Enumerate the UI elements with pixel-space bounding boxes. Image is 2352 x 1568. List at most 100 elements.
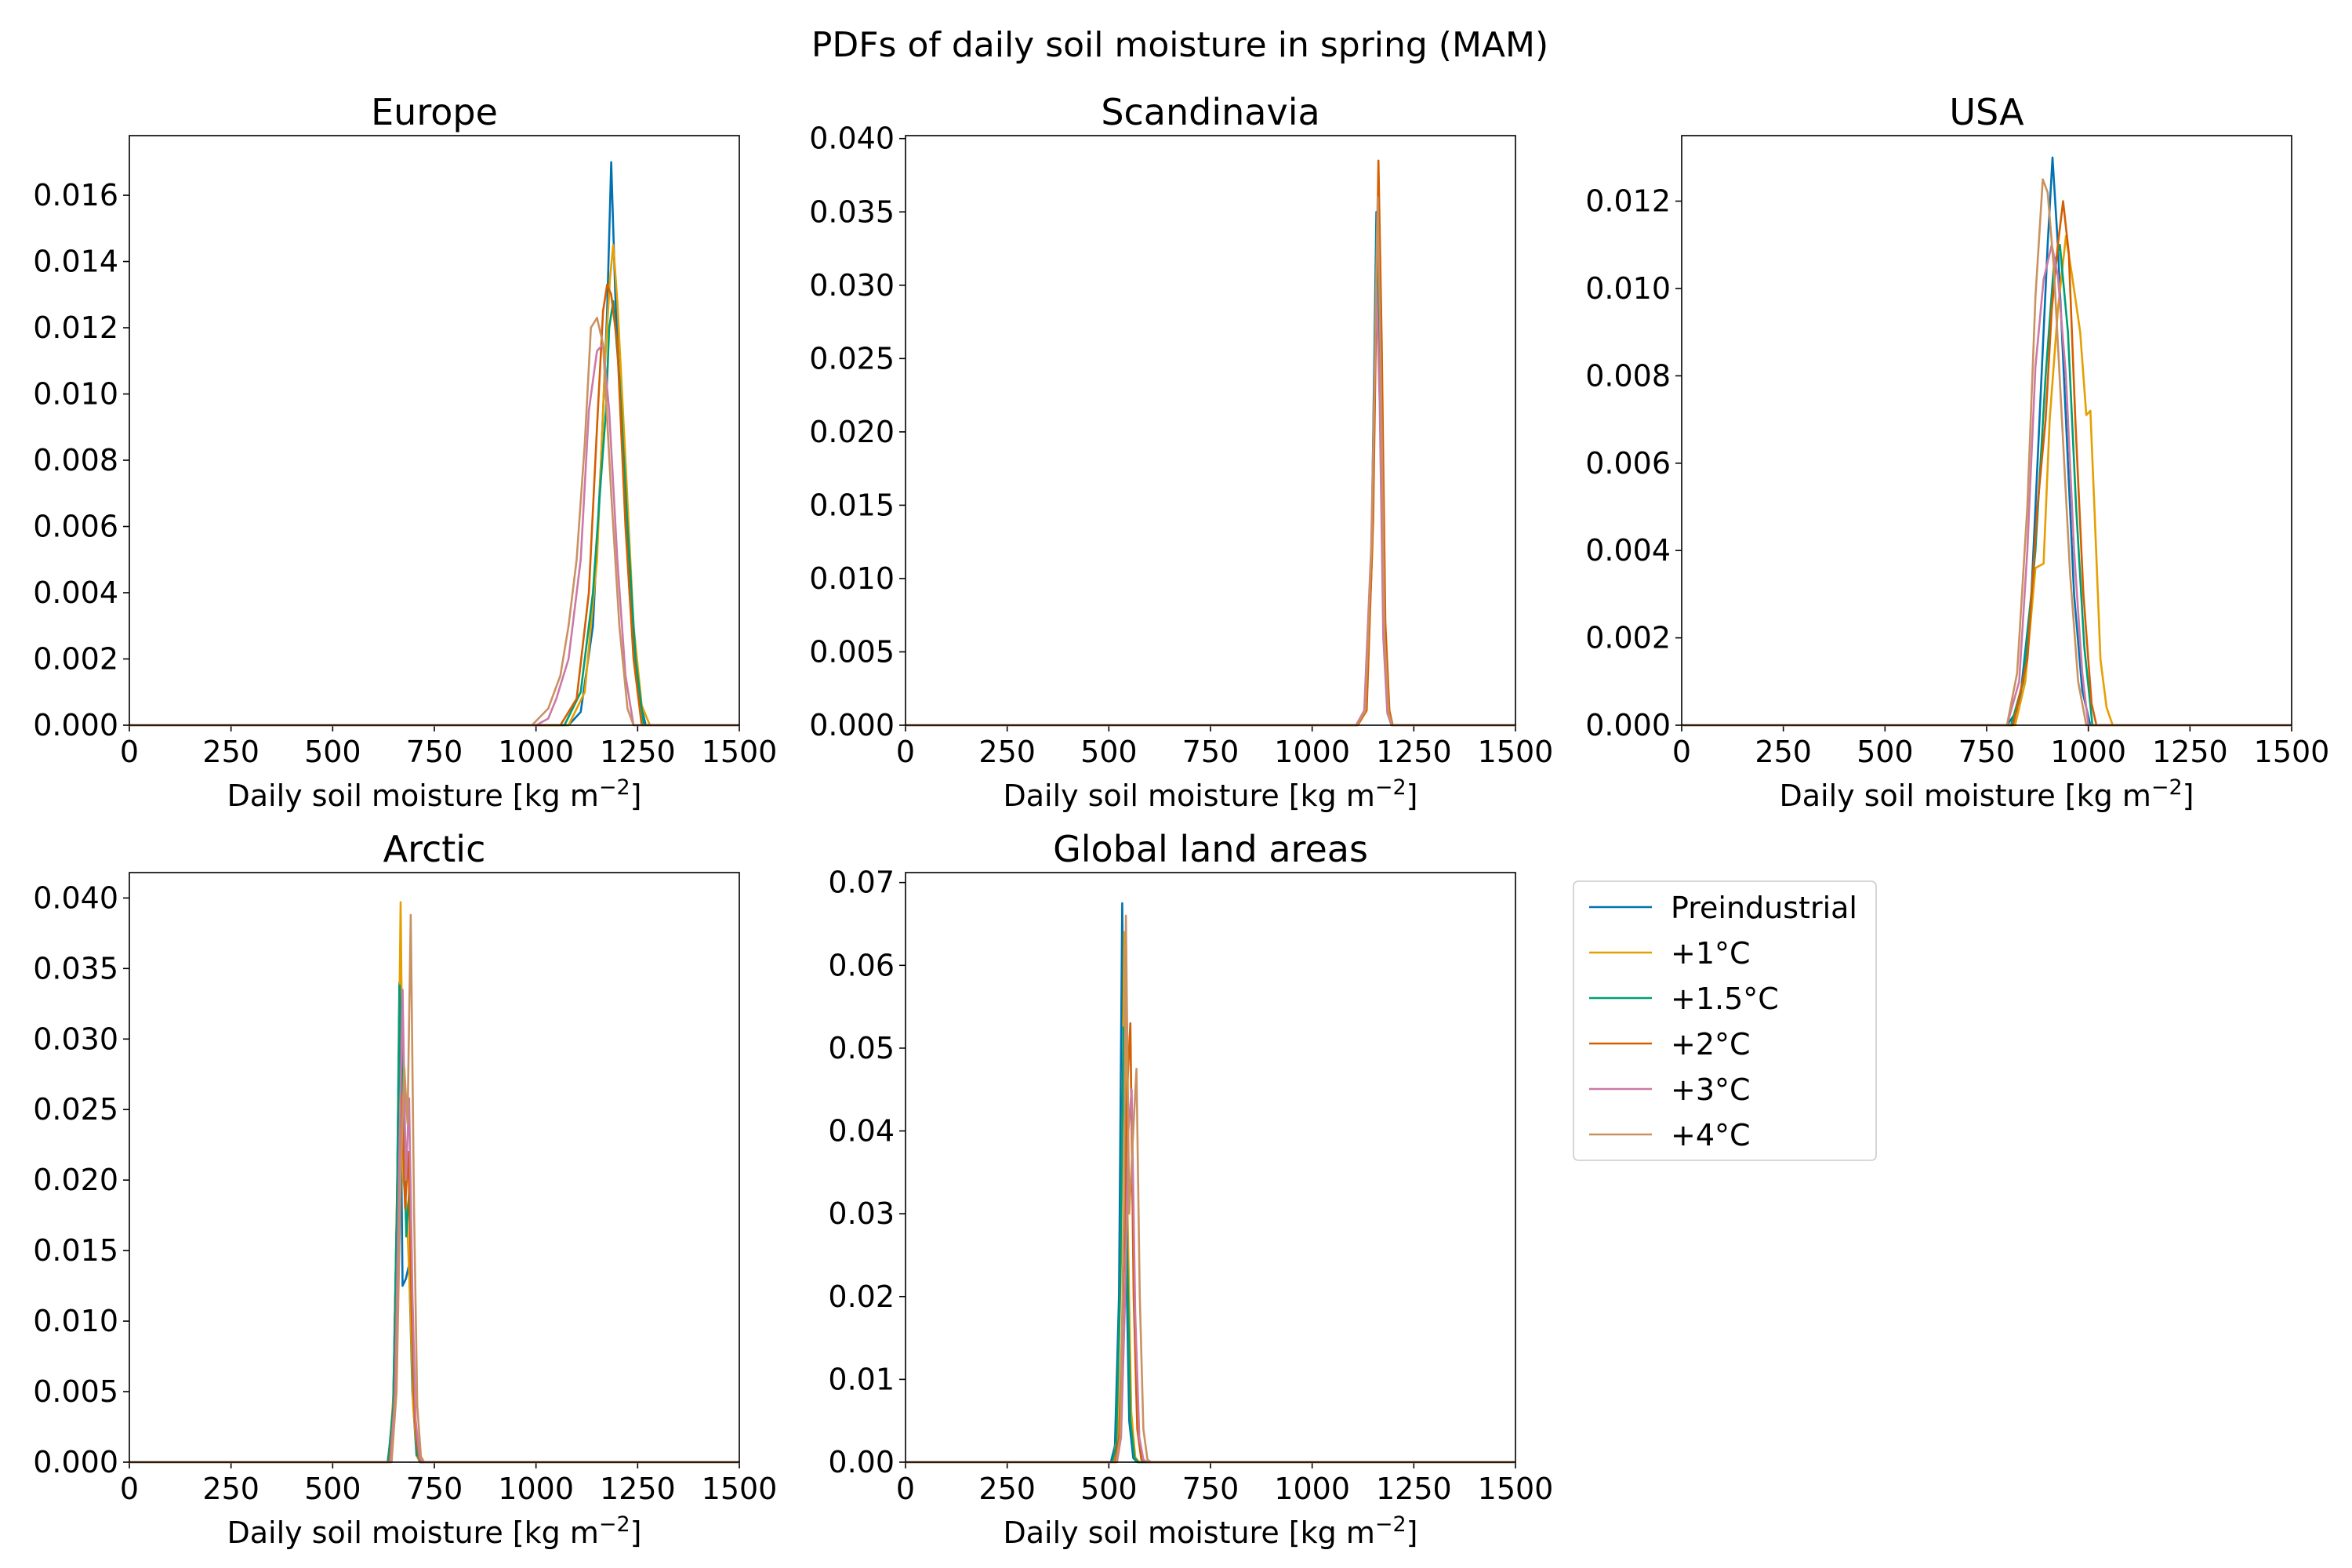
y-tick-label: 0.002	[1585, 621, 1671, 655]
x-tick-label: 500	[304, 1472, 361, 1506]
x-tick-label: 1500	[702, 735, 778, 769]
y-tick-label: 0.002	[33, 642, 118, 677]
legend-frame	[1573, 880, 1877, 1161]
series-line-6	[129, 913, 739, 1464]
x-tick-label: 750	[406, 1472, 463, 1506]
y-tick-label: 0.020	[33, 1163, 118, 1197]
y-tick-label: 0.040	[33, 880, 118, 915]
subplot-1: Europe 0 250 500 750 1000 1250 1500 0.000 0.002 0.…	[33, 91, 777, 813]
x-tick-label: 1250	[2152, 735, 2228, 769]
figure-title: PDFs of daily soil moisture in spring (M…	[811, 25, 1548, 65]
x-tick-label: 250	[1755, 735, 1812, 769]
legend-label-3: +1.5°C	[1671, 982, 1779, 1016]
y-tick-label: 0.005	[809, 634, 895, 669]
x-axis-label-exponent: −2	[1375, 775, 1406, 800]
x-tick-label: 1000	[498, 1472, 574, 1506]
y-tick-label: 0.07	[828, 866, 895, 900]
x-axis-label-text: Daily soil moisture [kg m	[1003, 779, 1374, 813]
x-axis-label-text: Daily soil moisture [kg m	[227, 1515, 598, 1550]
y-tick-label: 0.010	[33, 1304, 118, 1338]
x-tick-label: 1250	[600, 735, 676, 769]
x-tick-label: 500	[304, 735, 361, 769]
subplot-title: Scandinavia	[1101, 91, 1319, 133]
x-axis-label-text: Daily soil moisture [kg m	[1779, 779, 2151, 813]
legend: Preindustrial +1°C +1.5°C +2°C +3°C +4°C	[1573, 880, 1877, 1161]
x-tick-label: 1500	[1478, 735, 1554, 769]
x-tick-label: 1500	[702, 1472, 778, 1506]
subplot-title: USA	[1949, 91, 2024, 133]
y-tick-label: 0.02	[828, 1279, 895, 1314]
x-tick-label: 750	[1958, 735, 2016, 769]
x-tick-label: 0	[896, 735, 915, 769]
series-line-6	[1682, 178, 2292, 727]
x-tick-label: 500	[1080, 735, 1138, 769]
y-tick-label: 0.014	[33, 245, 118, 279]
subplot-title: Global land areas	[1053, 828, 1368, 870]
y-tick-label: 0.015	[809, 488, 895, 522]
series-line-6	[129, 317, 739, 727]
y-tick-label: 0.030	[33, 1022, 118, 1056]
x-axis-label-close: ]	[2183, 779, 2194, 813]
x-tick-label: 250	[978, 735, 1036, 769]
x-tick-label: 1500	[2254, 735, 2330, 769]
y-tick-label: 0.004	[33, 575, 118, 610]
y-tick-label: 0.008	[1585, 358, 1671, 393]
y-tick-label: 0.025	[809, 341, 895, 376]
subplot-title: Europe	[371, 91, 498, 133]
x-tick-label: 1250	[1376, 1472, 1452, 1506]
x-tick-label: 250	[978, 1472, 1036, 1506]
y-tick-label: 0.06	[828, 948, 895, 982]
x-tick-label: 1250	[600, 1472, 676, 1506]
series-line-3	[129, 299, 739, 727]
subplot-5: Global land areas 0 250 500 750 1000 1250 1500 0…	[828, 828, 1553, 1550]
x-tick-label: 750	[406, 735, 463, 769]
x-axis-label-text: Daily soil moisture [kg m	[1003, 1515, 1374, 1550]
x-axis-label: Daily soil moisture [kg m−2]	[227, 1512, 641, 1550]
x-axis-label-close: ]	[630, 1515, 642, 1550]
y-tick-label: 0.005	[33, 1374, 118, 1409]
y-tick-label: 0.012	[1585, 184, 1671, 219]
legend-label-1: Preindustrial	[1671, 891, 1857, 925]
x-axis-label: Daily soil moisture [kg m−2]	[1003, 1512, 1417, 1550]
x-tick-label: 1000	[2050, 735, 2126, 769]
y-tick-label: 0.010	[809, 561, 895, 596]
x-axis-label-close: ]	[1406, 779, 1418, 813]
x-tick-label: 1000	[1274, 1472, 1350, 1506]
y-tick-label: 0.000	[33, 708, 118, 742]
x-tick-label: 250	[202, 1472, 260, 1506]
x-tick-label: 500	[1080, 1472, 1138, 1506]
y-tick-label: 0.015	[33, 1233, 118, 1268]
subplot-4: Arctic 0 250 500 750 1000 1250 1500 0.000 0.005 0.…	[33, 828, 777, 1550]
x-axis-label-exponent: −2	[1375, 1512, 1406, 1537]
x-axis-label-close: ]	[1406, 1515, 1418, 1550]
y-tick-label: 0.000	[809, 708, 895, 742]
x-axis-label: Daily soil moisture [kg m−2]	[227, 775, 641, 813]
subplot-3: USA 0 250 500 750 1000 1250 1500 0.000 0.002 0.004…	[1585, 91, 2329, 813]
axes-frame	[129, 135, 740, 726]
series-line-5	[129, 343, 739, 727]
series-line-4	[129, 283, 739, 727]
y-tick-label: 0.01	[828, 1362, 895, 1396]
y-tick-label: 0.000	[33, 1445, 118, 1479]
x-tick-label: 0	[896, 1472, 915, 1506]
axes-frame	[1681, 135, 2292, 726]
y-tick-label: 0.008	[33, 443, 118, 477]
y-tick-label: 0.00	[828, 1445, 895, 1479]
y-tick-label: 0.000	[1585, 708, 1671, 742]
x-tick-label: 250	[202, 735, 260, 769]
series-line-4	[1682, 200, 2292, 727]
x-axis-label-text: Daily soil moisture [kg m	[227, 779, 598, 813]
y-tick-label: 0.010	[1585, 271, 1671, 306]
series-line-4	[906, 1022, 1515, 1464]
legend-label-6: +4°C	[1671, 1118, 1751, 1152]
x-tick-label: 0	[120, 1472, 139, 1506]
x-tick-label: 1000	[1274, 735, 1350, 769]
x-axis-label-exponent: −2	[2151, 775, 2183, 800]
y-tick-label: 0.030	[809, 268, 895, 303]
x-tick-label: 1000	[498, 735, 574, 769]
y-tick-label: 0.03	[828, 1196, 895, 1231]
subplot-title: Arctic	[383, 828, 486, 870]
